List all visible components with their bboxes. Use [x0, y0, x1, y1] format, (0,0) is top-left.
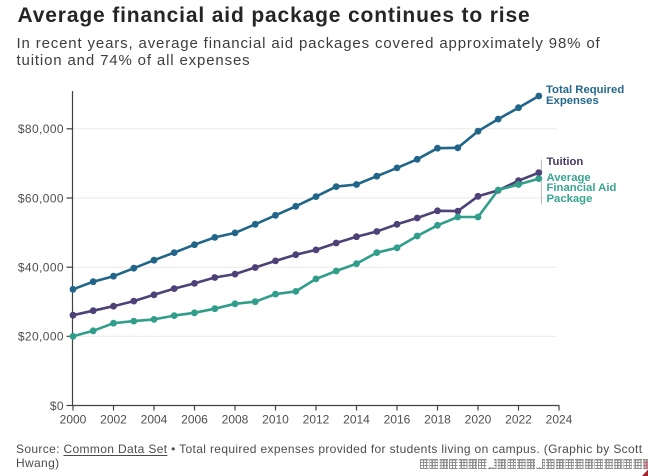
svg-text:2022: 2022	[505, 413, 532, 427]
svg-text:2008: 2008	[222, 413, 249, 427]
svg-text:2020: 2020	[465, 413, 492, 427]
svg-text:2016: 2016	[384, 413, 411, 427]
svg-text:$0: $0	[50, 399, 64, 413]
svg-text:2002: 2002	[100, 413, 127, 427]
svg-text:2014: 2014	[343, 413, 370, 427]
svg-text:2004: 2004	[141, 413, 168, 427]
svg-text:2010: 2010	[262, 413, 289, 427]
svg-text:2012: 2012	[303, 413, 330, 427]
svg-text:$40,000: $40,000	[18, 261, 64, 275]
svg-text:$80,000: $80,000	[18, 122, 64, 136]
svg-text:2000: 2000	[60, 413, 87, 427]
svg-text:2018: 2018	[424, 413, 451, 427]
svg-text:2024: 2024	[546, 413, 573, 427]
svg-text:2006: 2006	[181, 413, 208, 427]
svg-text:$60,000: $60,000	[18, 191, 64, 205]
svg-text:$20,000: $20,000	[18, 330, 64, 344]
